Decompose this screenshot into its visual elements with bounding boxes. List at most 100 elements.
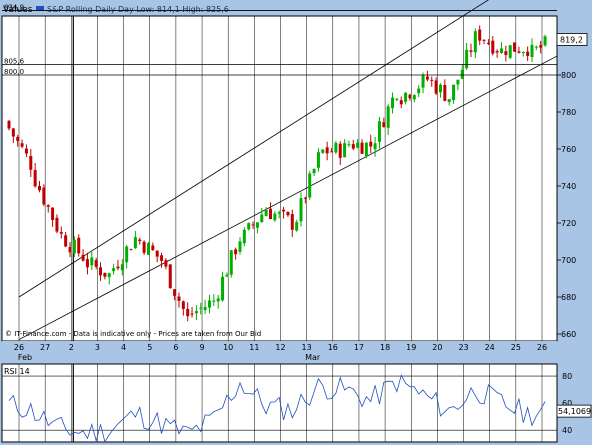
candle-body (59, 232, 63, 234)
day-label: 23 (458, 343, 468, 352)
candle-body (425, 76, 429, 80)
candle-body (408, 94, 412, 99)
candle-body (77, 237, 81, 254)
candle-body (473, 31, 477, 53)
rsi-axis: 40 60 80 54,1069 (556, 372, 592, 435)
candle-body (469, 50, 473, 52)
price-axis: 660 680 700 720 740 760 780 800 819,2 (556, 33, 588, 339)
candle-body (290, 213, 294, 230)
candle-body (90, 257, 94, 266)
day-label: 6 (173, 343, 178, 352)
candle-body (334, 142, 338, 153)
legend-swatch (36, 6, 44, 11)
day-label: 17 (354, 343, 364, 352)
candle-body (491, 40, 495, 54)
candle-body (46, 205, 50, 207)
candle-body (543, 36, 547, 46)
price-tick-label: 760 (561, 145, 576, 154)
candle-body (33, 170, 37, 187)
candle-body (29, 156, 33, 170)
candle-body (269, 208, 272, 220)
candle-body (513, 42, 517, 52)
candle-body (199, 307, 203, 309)
x-axis-band (2, 341, 557, 364)
candle-body (521, 52, 525, 54)
price-tick-label: 800 (561, 71, 576, 80)
candle-body (338, 143, 342, 158)
candle-body (482, 39, 486, 41)
last-price-label: 819,2 (560, 35, 583, 44)
candle-body (412, 95, 416, 100)
rsi-polyline (8, 374, 546, 443)
candle-body (190, 313, 194, 315)
candle-body (295, 221, 299, 231)
candle-body (151, 245, 155, 251)
candle-body (146, 243, 150, 255)
day-label: 4 (121, 343, 126, 352)
candle-body (517, 51, 521, 53)
day-label: 10 (223, 343, 233, 352)
rsi-tick-label: 40 (562, 426, 572, 435)
candle-body (81, 254, 85, 261)
candle-body (155, 250, 159, 257)
candle-body (103, 272, 107, 277)
candle-body (434, 80, 438, 94)
candle-body (417, 88, 421, 94)
candle-body (456, 79, 460, 85)
copyright-note: © IT-Finance.com - Data is indicative on… (5, 330, 261, 338)
candle-body (330, 151, 334, 153)
candle-body (447, 99, 451, 103)
day-label: 12 (275, 343, 285, 352)
day-label: 25 (511, 343, 521, 352)
candle-body (478, 29, 482, 41)
candle-body (234, 249, 238, 255)
candle-body (247, 223, 251, 230)
day-label: 3 (95, 343, 100, 352)
candle-body (181, 301, 185, 309)
last-price-tag (556, 33, 588, 46)
candle-body (391, 97, 395, 109)
candle-body (221, 276, 225, 301)
day-label: 20 (432, 343, 442, 352)
day-label: 16 (328, 343, 338, 352)
price-levels: 834,9 805,6 800,0 (2, 3, 557, 76)
candle-body (351, 144, 355, 149)
candle-body (142, 241, 146, 253)
candle-body (203, 306, 207, 310)
candle-body (347, 144, 351, 146)
candle-body (386, 106, 390, 128)
candle-body (299, 198, 303, 222)
candle-body (343, 143, 347, 158)
candle-body (120, 264, 124, 271)
candle-body (399, 100, 403, 105)
candles (7, 25, 547, 322)
candle-body (7, 120, 11, 129)
candle-body (225, 274, 229, 277)
candle-body (530, 44, 534, 58)
candle-body (264, 209, 268, 217)
rsi-line (8, 374, 546, 443)
price-tick-label: 740 (561, 182, 576, 191)
candle-body (85, 259, 89, 268)
day-label: 9 (200, 343, 205, 352)
candle-body (55, 217, 59, 232)
candle-body (160, 255, 164, 261)
candle-body (273, 213, 277, 221)
candle-body (116, 266, 120, 269)
rsi-tick-label: 60 (562, 399, 572, 408)
candle-body (38, 186, 42, 191)
candle-body (194, 311, 198, 314)
candle-body (312, 169, 316, 174)
day-label: 13 (302, 343, 312, 352)
day-label: 26 (14, 343, 24, 352)
price-tick-label: 780 (561, 108, 576, 117)
day-label: 19 (406, 343, 416, 352)
candle-body (321, 149, 325, 153)
candle-body (286, 211, 290, 216)
values-label: Values (3, 5, 33, 15)
candle-body (138, 239, 142, 242)
price-level-label: 834,9 (4, 3, 24, 11)
candle-body (94, 260, 98, 267)
candle-body (282, 209, 286, 212)
candle-body (24, 148, 28, 154)
